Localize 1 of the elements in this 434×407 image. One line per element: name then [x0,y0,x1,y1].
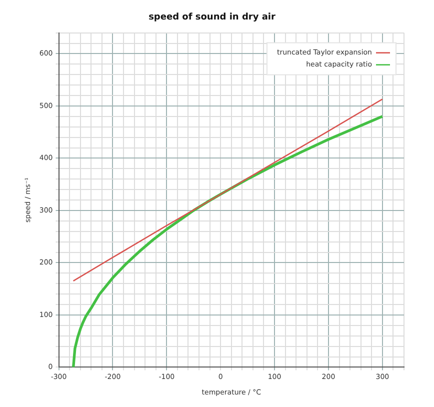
chart-title: speed of sound in dry air [148,12,276,23]
